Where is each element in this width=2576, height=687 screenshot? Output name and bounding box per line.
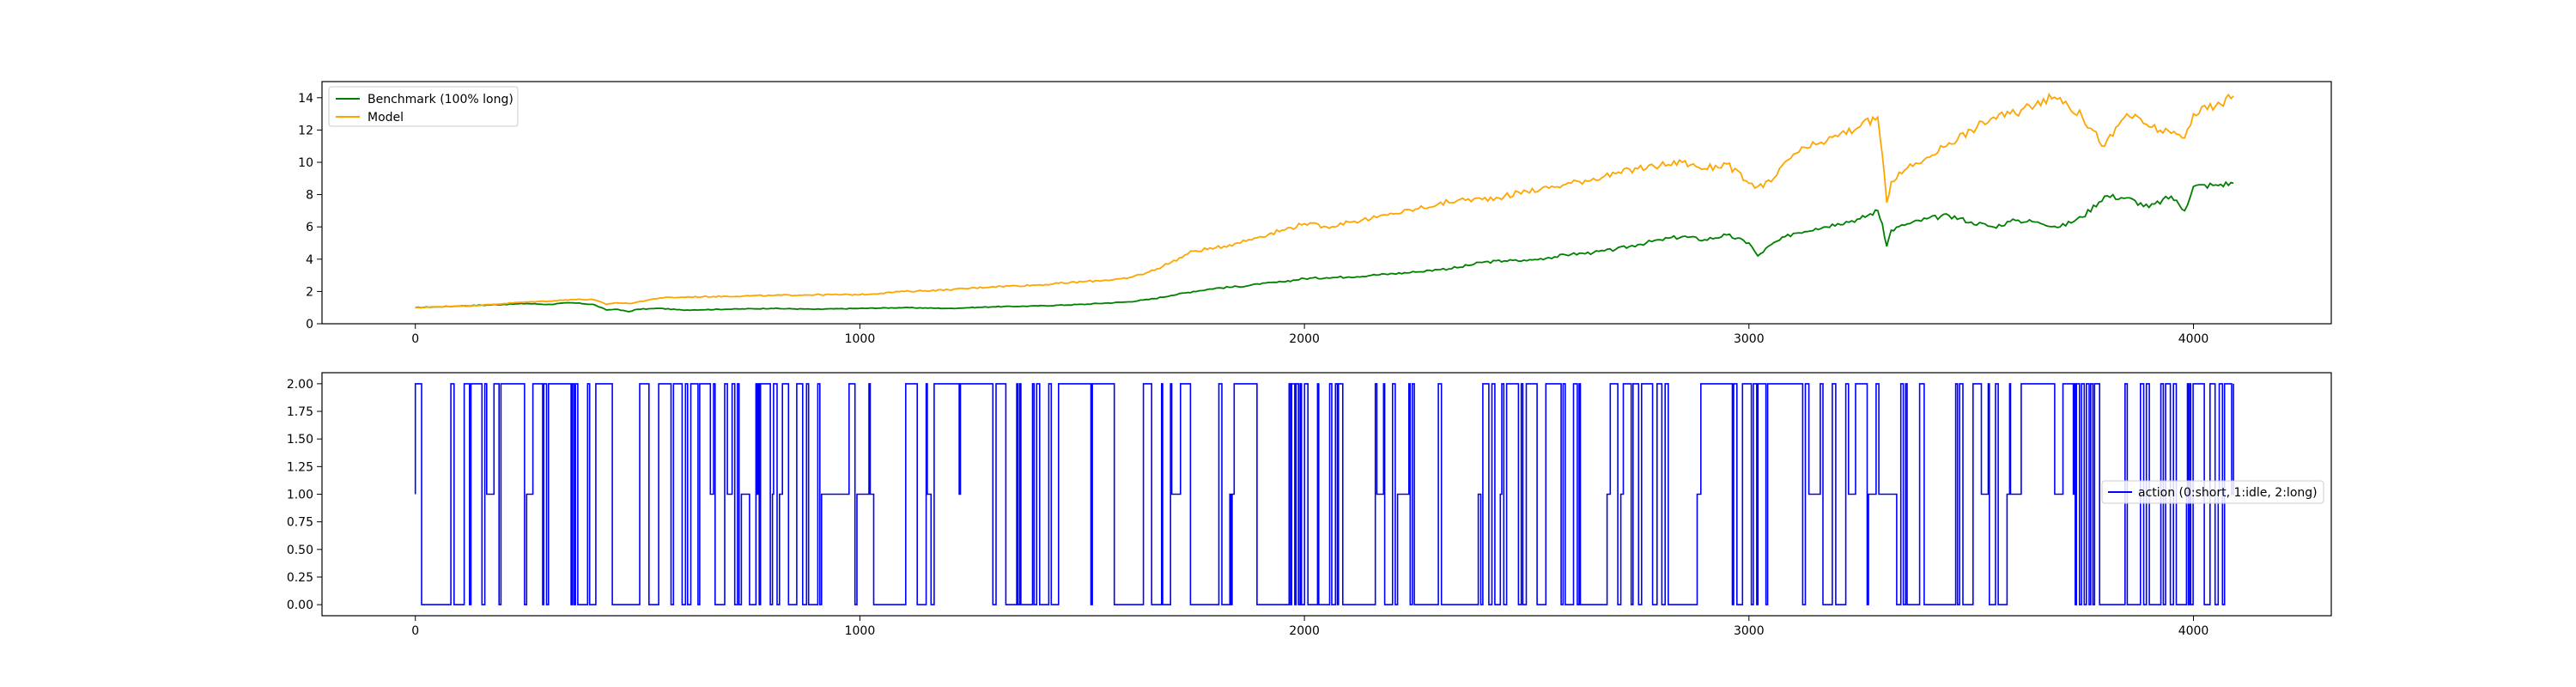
bottom-y-tick-label: 1.75 — [287, 405, 313, 419]
bottom-x-tick-label: 1000 — [845, 624, 876, 638]
bottom-y-tick-label: 1.50 — [287, 433, 313, 447]
legend-label-action: action (0:short, 1:idle, 2:long) — [2138, 486, 2318, 500]
top-x-tick-label: 3000 — [1734, 332, 1765, 346]
top-x-tick-label: 4000 — [2178, 332, 2209, 346]
bottom-legend-box — [2101, 480, 2324, 504]
model-line — [415, 92, 2234, 309]
bottom-y-tick-label: 0.25 — [287, 571, 313, 585]
top-legend-box — [328, 86, 519, 127]
bottom-legend: action (0:short, 1:idle, 2:long) — [2101, 480, 2324, 504]
bottom-y-tick-label: 0.50 — [287, 544, 313, 557]
bottom-x-tick-label: 0 — [411, 624, 419, 638]
legend-label-model: Model — [368, 111, 404, 125]
bottom-x-tick-label: 2000 — [1289, 624, 1320, 638]
top-x-tick-label: 2000 — [1289, 332, 1320, 346]
top-y-ticks: 0 2 4 6 8 10 12 14 — [298, 92, 322, 331]
action-plot: 0 1000 2000 3000 4000 0.00 0.25 0.50 0.75 1.00 1.… — [287, 372, 2332, 638]
top-y-tick-label: 0 — [306, 318, 313, 331]
bottom-x-tick-label: 4000 — [2178, 624, 2209, 638]
bottom-y-tick-label: 0.00 — [287, 599, 313, 612]
bottom-x-tick-label: 3000 — [1734, 624, 1765, 638]
bottom-y-tick-label: 1.00 — [287, 489, 313, 502]
benchmark-line — [415, 180, 2234, 313]
top-y-tick-label: 8 — [306, 189, 313, 203]
top-x-ticks: 0 1000 2000 3000 4000 — [411, 324, 2208, 346]
top-legend: Benchmark (100% long) Model — [328, 86, 519, 127]
top-axes-frame — [321, 81, 2332, 325]
top-y-tick-label: 6 — [306, 221, 313, 234]
top-y-tick-label: 4 — [306, 253, 313, 267]
bottom-y-tick-label: 1.25 — [287, 460, 313, 474]
top-y-tick-label: 10 — [298, 156, 313, 170]
action-series-line — [414, 383, 2234, 605]
top-x-tick-label: 1000 — [845, 332, 876, 346]
top-y-tick-label: 2 — [306, 285, 313, 299]
bottom-y-tick-label: 0.75 — [287, 516, 313, 530]
legend-label-benchmark: Benchmark (100% long) — [368, 93, 513, 106]
top-y-tick-label: 14 — [298, 92, 313, 106]
bottom-y-ticks: 0.00 0.25 0.50 0.75 1.00 1.25 1.50 1.75 2.00 — [287, 378, 322, 612]
top-x-tick-label: 0 — [411, 332, 419, 346]
bottom-y-tick-label: 2.00 — [287, 378, 313, 392]
portfolio-value-plot: 0 1000 2000 3000 4000 0 2 4 6 8 10 12 14 Benchmark … — [298, 81, 2332, 346]
bottom-x-ticks: 0 1000 2000 3000 4000 — [411, 616, 2208, 638]
top-series-lines — [415, 92, 2234, 313]
top-y-tick-label: 12 — [298, 124, 313, 137]
